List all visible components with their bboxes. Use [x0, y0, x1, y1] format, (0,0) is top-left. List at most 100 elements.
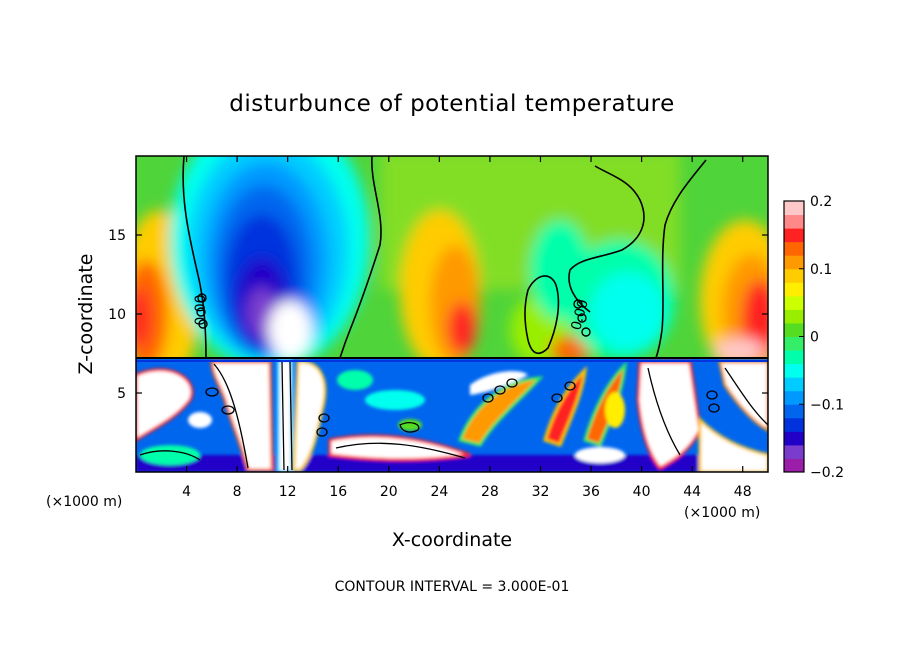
contour-line — [581, 327, 591, 337]
x-tick-label: 32 — [532, 484, 550, 500]
boundary-line — [136, 357, 768, 362]
colorbar-swatch — [784, 390, 804, 405]
x-tick-label: 44 — [683, 484, 701, 500]
contour-line — [213, 363, 249, 469]
contour-line — [655, 159, 707, 358]
lower-contours — [139, 361, 768, 471]
colorbar-swatch — [784, 404, 804, 419]
colorbar-swatch — [784, 201, 804, 216]
plot-area: 0.00 0.00 — [135, 155, 769, 473]
colorbar-tick-label: −0.2 — [810, 465, 844, 481]
x-tick-label: 36 — [582, 484, 600, 500]
colorbar-swatch — [784, 309, 804, 324]
y-tick-label: 5 — [117, 386, 126, 402]
upper-blob — [742, 280, 768, 358]
contour-line — [564, 381, 576, 391]
upper-blob — [530, 220, 590, 320]
upper-field-blobs — [136, 156, 768, 358]
contour-line — [339, 156, 382, 358]
contour-line — [318, 413, 330, 423]
x-unit-label-right: (×1000 m) — [684, 505, 760, 521]
upper-blob — [268, 300, 312, 358]
contour-line — [335, 442, 466, 459]
x-tick-label: 28 — [481, 484, 499, 500]
contour-line — [482, 393, 494, 403]
contour-line — [197, 293, 207, 303]
y-tick-label: 10 — [108, 307, 126, 323]
contour-label: 0.00 — [193, 294, 209, 325]
colorbar-swatch — [784, 444, 804, 459]
contour-line — [524, 275, 560, 355]
lower-blob — [337, 370, 373, 390]
x-tick-label: 20 — [380, 484, 398, 500]
contour-line — [281, 361, 285, 471]
lower-blob — [575, 447, 625, 463]
upper-small-contours — [196, 293, 591, 337]
lower-blob — [543, 365, 588, 447]
contour-line — [724, 367, 768, 426]
contour-line — [573, 299, 583, 309]
contour-line — [494, 385, 506, 395]
upper-blob — [448, 302, 476, 354]
lower-blob — [470, 371, 528, 395]
x-tick-label: 48 — [734, 484, 752, 500]
colorbar-swatch — [784, 431, 804, 446]
colorbar-swatch — [784, 295, 804, 310]
x-tick-label: 12 — [279, 484, 297, 500]
contour-line — [551, 393, 563, 403]
y-tick-label: 15 — [108, 228, 126, 244]
colorbar: 0.2 0.1 0 −0.1 −0.2 — [783, 194, 844, 481]
contour-line — [196, 307, 206, 317]
x-tick-label: 8 — [233, 484, 242, 500]
upper-blob — [550, 336, 590, 358]
colorbar-swatch — [784, 377, 804, 392]
lower-blob — [328, 434, 471, 461]
upper-field: 0.00 0.00 — [136, 156, 768, 358]
y-axis: 5 10 15 — [108, 228, 768, 402]
chart-title: disturbunce of potential temperature — [229, 91, 675, 117]
contour-line — [568, 165, 645, 313]
lower-blob — [605, 392, 625, 428]
x-axis: 4 8 12 16 20 24 28 32 36 40 44 48 — [182, 156, 752, 500]
y-axis-label: Z-coordinate — [75, 254, 97, 375]
lower-blob — [136, 368, 194, 442]
lower-blob — [458, 376, 544, 447]
colorbar-swatch — [784, 214, 804, 229]
upper-contours — [182, 156, 707, 358]
colorbar-swatch — [784, 228, 804, 243]
contour-line — [182, 156, 207, 358]
lower-blob — [292, 360, 327, 472]
colorbar-swatch — [784, 268, 804, 283]
colorbar-swatch — [784, 282, 804, 297]
x-unit-label-left: (×1000 m) — [46, 494, 122, 510]
colorbar-swatch — [784, 255, 804, 270]
upper-blob — [136, 288, 150, 348]
lower-blob — [698, 416, 768, 472]
upper-blob — [590, 272, 666, 352]
lower-blob — [140, 445, 200, 465]
colorbar-tick-label: −0.1 — [810, 397, 844, 413]
lower-field — [136, 358, 768, 472]
upper-blob — [715, 338, 765, 358]
contour-line — [139, 450, 201, 461]
colorbar-swatch — [784, 241, 804, 256]
contour-line — [706, 390, 718, 400]
contour-line — [506, 378, 518, 388]
contour-line — [399, 422, 420, 433]
lower-blob — [398, 419, 422, 431]
lower-blob — [188, 412, 212, 428]
contour-line — [221, 405, 235, 415]
contour-line — [205, 387, 219, 397]
colorbar-swatch — [784, 322, 804, 337]
colorbar-swatch — [784, 363, 804, 378]
contour-line — [577, 313, 587, 323]
contour-line — [708, 403, 720, 413]
colorbar-swatch — [784, 350, 804, 365]
x-tick-label: 24 — [430, 484, 448, 500]
lower-field-blobs — [136, 358, 768, 472]
colorbar-tick-label: 0.2 — [810, 194, 832, 210]
x-tick-label: 40 — [633, 484, 651, 500]
colorbar-swatch — [784, 336, 804, 351]
contour-line — [647, 367, 681, 456]
